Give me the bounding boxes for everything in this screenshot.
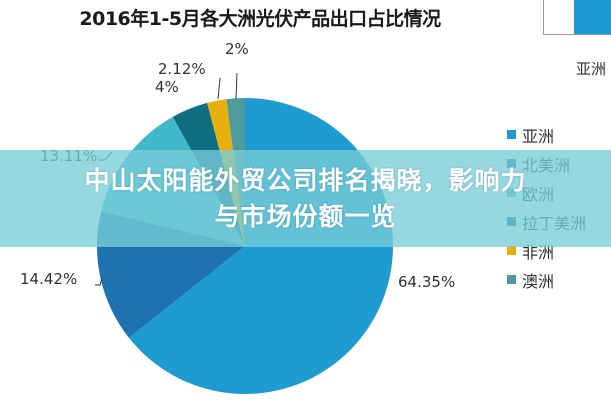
legend-swatch <box>507 246 516 255</box>
headline-line-1: 中山太阳能外贸公司排名揭晓，影响力 <box>84 166 527 195</box>
label-oceania: 2% <box>225 40 249 58</box>
legend-item-oceania: 澳洲 <box>507 265 586 294</box>
leader-line-north-america <box>95 277 103 286</box>
label-latin-america: 4% <box>155 78 179 96</box>
legend-label: 澳洲 <box>522 271 555 291</box>
legend-swatch <box>507 130 516 139</box>
legend-label: 非洲 <box>522 242 555 262</box>
label-north-america: 14.42% <box>20 270 78 288</box>
leader-line-oceania <box>235 72 238 100</box>
side-chart-fragment <box>543 0 611 35</box>
legend-item-asia: 亚洲 <box>507 120 586 149</box>
headline-banner <box>0 150 611 247</box>
side-chart-label: 亚洲 <box>576 60 607 78</box>
legend-label: 亚洲 <box>522 126 555 146</box>
label-asia: 64.35% <box>398 273 456 291</box>
headline-text: 中山太阳能外贸公司排名揭晓，影响力 与市场份额一览 <box>0 163 611 235</box>
legend-item-africa: 非洲 <box>507 236 586 265</box>
label-africa: 2.12% <box>158 60 206 78</box>
side-bar <box>574 0 611 34</box>
leader-line-africa <box>217 77 221 100</box>
legend-swatch <box>507 275 516 284</box>
headline-line-2: 与市场份额一览 <box>214 202 397 231</box>
chart-title: 2016年1-5月各大洲光伏产品出口占比情况 <box>79 8 441 30</box>
